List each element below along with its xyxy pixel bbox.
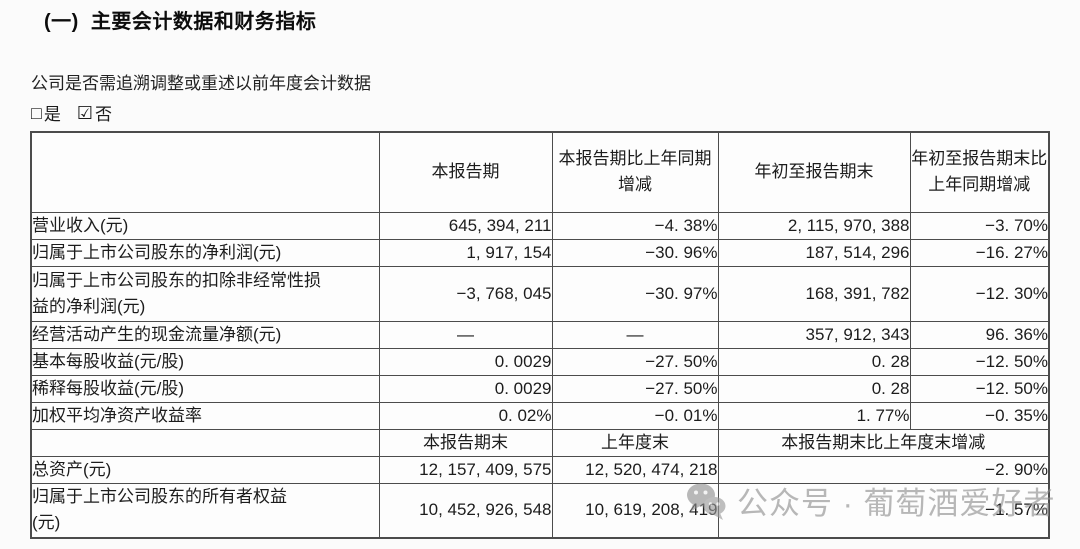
cell-value: 12, 157, 409, 575	[378, 455, 553, 484]
section-title: (一) 主要会计数据和财务指标	[44, 11, 317, 33]
row-label: 归属于上市公司股东的净利润(元)	[30, 238, 380, 267]
checkbox-yes[interactable]: □ 是	[31, 100, 61, 125]
cell-value: 187, 514, 296	[717, 238, 911, 267]
checkbox-unchecked-icon: □	[31, 102, 42, 123]
row-label: 总资产(元)	[30, 455, 380, 484]
table-header-cell: 本报告期	[378, 131, 553, 213]
cell-value: −27. 50%	[551, 374, 719, 403]
cell-value: −16. 27%	[909, 238, 1050, 267]
cell-value: 0. 0029	[378, 374, 553, 403]
checkbox-no[interactable]: ☑ 否	[77, 100, 112, 125]
table-header-cell	[30, 131, 380, 213]
cell-value: −0. 35%	[909, 401, 1050, 430]
table-header-cell: 年初至报告期末比上年同期增减	[909, 131, 1050, 213]
cell-value: −2. 90%	[717, 455, 1050, 484]
row-label: 经营活动产生的现金流量净额(元)	[30, 320, 380, 349]
cell-value: 0. 02%	[378, 401, 553, 430]
cell-value: −3, 768, 045	[378, 265, 553, 322]
cell-value: −12. 50%	[909, 374, 1050, 403]
restatement-question: 公司是否需追溯调整或重述以前年度会计数据	[31, 74, 371, 93]
table-row: 归属于上市公司股东的扣除非经常性损 益的净利润(元) −3, 768, 045 …	[30, 265, 1050, 322]
cell-value: 357, 912, 343	[717, 320, 911, 349]
cell-value: —	[551, 320, 719, 349]
cell-value: 0. 28	[717, 347, 911, 376]
cell-value: 1, 917, 154	[378, 238, 553, 267]
cell-value: 10, 452, 926, 548	[378, 482, 553, 539]
cell-value: −4. 38%	[551, 211, 719, 240]
table-subheader-cell	[30, 428, 380, 457]
table-subheader-row: 本报告期末 上年度末 本报告期末比上年度末增减	[30, 428, 1050, 457]
table-row: 总资产(元) 12, 157, 409, 575 12, 520, 474, 2…	[30, 455, 1050, 484]
table-row: 稀释每股收益(元/股) 0. 0029 −27. 50% 0. 28 −12. …	[30, 374, 1050, 403]
cell-value: 168, 391, 782	[717, 265, 911, 322]
cell-value: −12. 50%	[909, 347, 1050, 376]
cell-value: −3. 70%	[909, 211, 1050, 240]
checkbox-checked-icon: ☑	[76, 102, 94, 123]
table-row: 归属于上市公司股东的净利润(元) 1, 917, 154 −30. 96% 18…	[30, 238, 1050, 267]
table-subheader-cell: 本报告期末比上年度末增减	[717, 428, 1050, 457]
table-row: 营业收入(元) 645, 394, 211 −4. 38% 2, 115, 97…	[30, 211, 1050, 240]
table-header-row: 本报告期 本报告期比上年同期增减 年初至报告期末 年初至报告期末比上年同期增减	[30, 131, 1050, 213]
table-row: 基本每股收益(元/股) 0. 0029 −27. 50% 0. 28 −12. …	[30, 347, 1050, 376]
cell-value: −0. 01%	[551, 401, 719, 430]
table-row: 加权平均净资产收益率 0. 02% −0. 01% 1. 77% −0. 35%	[30, 401, 1050, 430]
cell-value: —	[378, 320, 553, 349]
cell-value: 12, 520, 474, 218	[551, 455, 719, 484]
cell-value: 0. 28	[717, 374, 911, 403]
cell-value: 645, 394, 211	[378, 211, 553, 240]
row-label: 归属于上市公司股东的所有者权益 (元)	[30, 482, 380, 539]
cell-value: −27. 50%	[551, 347, 719, 376]
cell-value: 96. 36%	[909, 320, 1050, 349]
checkbox-yes-label: 是	[43, 105, 61, 124]
row-label: 加权平均净资产收益率	[30, 401, 380, 430]
cell-value: −12. 30%	[909, 265, 1050, 322]
table-subheader-cell: 本报告期末	[378, 428, 553, 457]
financial-indicators-table: 本报告期 本报告期比上年同期增减 年初至报告期末 年初至报告期末比上年同期增减 …	[30, 131, 1050, 539]
restatement-options: □ 是 ☑ 否	[31, 100, 112, 125]
cell-value: 2, 115, 970, 388	[717, 211, 911, 240]
cell-value: 0. 0029	[378, 347, 553, 376]
cell-value: −30. 97%	[551, 265, 719, 322]
cell-value: −1. 57%	[717, 482, 1050, 539]
table-row: 经营活动产生的现金流量净额(元) — — 357, 912, 343 96. 3…	[30, 320, 1050, 349]
table-subheader-cell: 上年度末	[551, 428, 719, 457]
table-header-cell: 本报告期比上年同期增减	[551, 131, 719, 213]
cell-value: −30. 96%	[551, 238, 719, 267]
row-label: 稀释每股收益(元/股)	[30, 374, 380, 403]
row-label: 基本每股收益(元/股)	[30, 347, 380, 376]
table-row: 归属于上市公司股东的所有者权益 (元) 10, 452, 926, 548 10…	[30, 482, 1050, 539]
table-header-cell: 年初至报告期末	[717, 131, 911, 213]
cell-value: 10, 619, 208, 419	[551, 482, 719, 539]
row-label: 归属于上市公司股东的扣除非经常性损 益的净利润(元)	[30, 265, 380, 322]
checkbox-no-label: 否	[95, 105, 113, 124]
cell-value: 1. 77%	[717, 401, 911, 430]
row-label: 营业收入(元)	[30, 211, 380, 240]
